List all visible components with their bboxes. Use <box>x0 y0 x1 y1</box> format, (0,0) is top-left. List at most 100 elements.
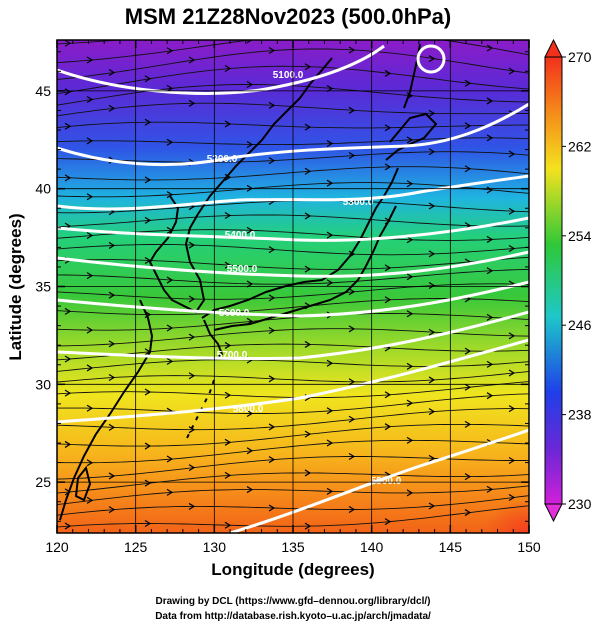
coastline-korea-china <box>148 57 333 314</box>
wind-arrow <box>166 47 174 55</box>
wind-arrow <box>224 471 232 479</box>
height-contour <box>57 338 529 424</box>
wind-arrow <box>464 122 472 130</box>
wind-arrow <box>108 241 116 249</box>
wind-arrow <box>86 56 94 64</box>
wind-arrow <box>64 522 72 530</box>
wind-arrow <box>224 521 232 529</box>
wind-arrow <box>188 99 196 107</box>
wind-arrow <box>348 415 356 423</box>
colorbar-label: 270 <box>568 49 592 65</box>
wind-arrow <box>268 47 276 55</box>
x-tick-label: 150 <box>517 539 541 555</box>
wind-arrow <box>384 69 392 77</box>
wind-arrow <box>486 360 494 368</box>
contour-label: 5900.0 <box>371 476 402 487</box>
wind-arrow <box>144 442 152 450</box>
wind-arrow <box>304 123 312 131</box>
wind-arrow <box>166 276 174 284</box>
wind-arrow <box>407 33 412 39</box>
wind-arrow <box>108 423 116 431</box>
wind-arrow <box>304 430 312 438</box>
wind-arrow <box>384 124 392 132</box>
wind-arrow <box>86 193 94 201</box>
wind-arrow <box>428 148 436 156</box>
wind-arrow <box>465 22 470 28</box>
wind-arrow <box>246 140 254 148</box>
wind-arrow <box>406 180 414 188</box>
wind-arrow <box>406 273 414 281</box>
wind-arrow <box>464 420 472 428</box>
wind-arrow <box>268 157 276 165</box>
wind-arrow <box>428 55 436 63</box>
colorbar-ramp <box>544 56 563 505</box>
colorbar-label: 230 <box>568 496 592 512</box>
wind-arrow <box>144 75 152 83</box>
streamline <box>57 408 529 431</box>
streamline <box>57 359 529 372</box>
wind-arrow <box>246 80 254 88</box>
wind-arrow <box>166 138 174 146</box>
wind-arrow <box>246 280 254 288</box>
wind-arrow <box>64 389 72 397</box>
wind-arrow <box>508 207 516 215</box>
wind-arrow <box>428 502 436 510</box>
wind-arrow <box>64 440 72 448</box>
contour-label: 5200.0 <box>207 154 238 165</box>
streamline <box>57 65 529 94</box>
wind-arrow <box>508 67 516 75</box>
streamline <box>57 166 529 181</box>
wind-arrow <box>64 355 72 363</box>
wind-arrow <box>428 376 436 384</box>
plot-area: 5100.0 5200.0 5300.0 5400.0 5500.0 5600.0 5700… <box>35 22 541 555</box>
wind-arrow <box>486 313 494 321</box>
wind-arrow <box>144 176 152 184</box>
wind-arrow <box>384 163 392 171</box>
wind-arrow <box>348 106 356 114</box>
wind-arrow <box>406 236 414 244</box>
wind-arrow <box>86 326 94 334</box>
wind-arrow <box>108 340 116 348</box>
wind-arrow <box>348 452 356 461</box>
wind-arrow <box>188 426 196 434</box>
wind-arrow <box>304 212 312 220</box>
wind-arrow <box>188 372 196 380</box>
y-tick-label: 30 <box>35 376 51 392</box>
streamline <box>57 48 529 80</box>
wind-arrow <box>326 407 334 415</box>
contour-label: 5700.0 <box>217 350 248 361</box>
wind-arrow <box>384 391 392 399</box>
wind-arrow <box>108 104 116 112</box>
height-contour <box>57 174 529 211</box>
wind-arrow <box>166 324 174 332</box>
wind-arrow <box>486 235 494 243</box>
wind-arrow <box>86 404 94 412</box>
height-contour <box>57 102 529 167</box>
wind-arrow <box>144 388 152 396</box>
wind-arrow <box>486 134 494 142</box>
wind-arrow <box>508 369 516 377</box>
colorbar: 270 262 254 246 238 230 <box>544 38 592 523</box>
colorbar-label: 238 <box>568 407 592 423</box>
wind-arrow <box>464 347 472 355</box>
taiwan <box>74 465 92 502</box>
wind-arrow <box>224 64 232 73</box>
x-tick-label: 130 <box>203 539 227 555</box>
wind-arrow <box>144 118 152 126</box>
wind-arrow <box>486 267 494 275</box>
wind-arrow <box>86 95 94 104</box>
wind-arrow <box>464 165 472 173</box>
wind-arrow <box>486 485 494 493</box>
contour-label: 5400.0 <box>225 230 256 241</box>
wind-arrow <box>144 520 152 528</box>
wind-arrow <box>326 359 334 367</box>
streamline <box>57 244 529 256</box>
contour-label: 5500.0 <box>227 264 258 275</box>
wind-arrow <box>428 454 436 462</box>
streamline <box>57 485 529 505</box>
wind-arrow <box>384 296 392 304</box>
wind-arrow <box>428 250 436 258</box>
wind-arrow <box>326 179 334 187</box>
wind-arrow <box>224 120 232 128</box>
wind-arrow <box>486 44 494 52</box>
